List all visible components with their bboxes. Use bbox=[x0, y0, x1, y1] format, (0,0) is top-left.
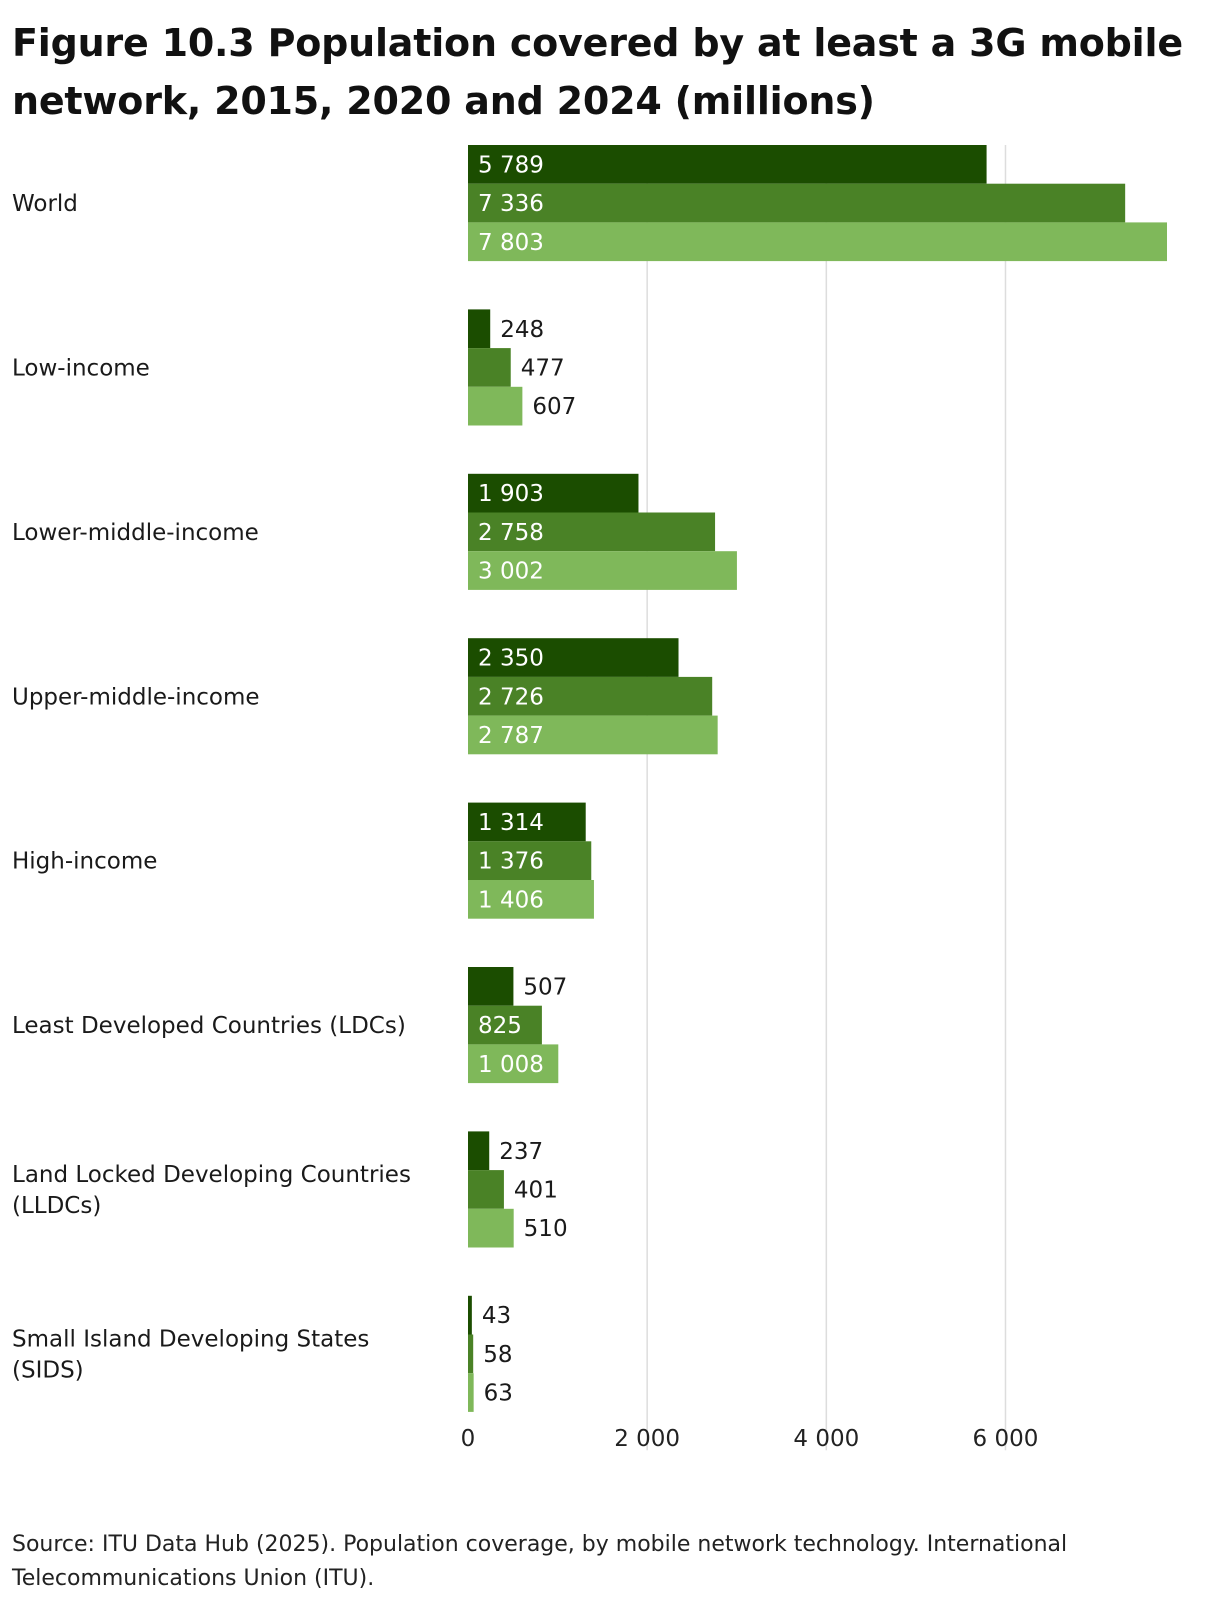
data-label: 248 bbox=[500, 317, 544, 343]
category-label: Land Locked Developing Countries (LLDCs) bbox=[12, 1162, 411, 1219]
bar bbox=[468, 386, 523, 426]
data-label: 1 376 bbox=[478, 849, 544, 875]
data-label: 237 bbox=[499, 1139, 543, 1165]
grid-lines bbox=[646, 145, 1007, 1451]
data-label: 7 803 bbox=[478, 230, 544, 256]
data-label: 7 336 bbox=[478, 191, 544, 217]
bar bbox=[468, 222, 1167, 262]
category-label: High-income bbox=[12, 849, 157, 875]
bar bbox=[468, 183, 1126, 223]
category-label: Small Island Developing States (SIDS) bbox=[12, 1326, 369, 1383]
data-label: 2 787 bbox=[478, 723, 544, 749]
bar bbox=[468, 473, 639, 513]
bar bbox=[468, 1208, 514, 1248]
category-label: World bbox=[12, 191, 78, 217]
category-label: Upper-middle-income bbox=[12, 684, 260, 710]
bar bbox=[468, 512, 716, 552]
data-label: 43 bbox=[482, 1303, 511, 1329]
bar bbox=[468, 145, 987, 184]
bar bbox=[468, 802, 586, 842]
data-label: 5 789 bbox=[478, 152, 544, 178]
data-label: 477 bbox=[521, 355, 565, 381]
bar bbox=[468, 967, 514, 1006]
bar bbox=[468, 880, 594, 919]
bar-group bbox=[468, 145, 1167, 1412]
value-labels: 5 789 7 336 7 803 248 477 607 1 903 2 758 3 002 2… bbox=[478, 152, 576, 1406]
bar bbox=[468, 715, 718, 755]
category-label: Low-income bbox=[12, 355, 150, 381]
bar bbox=[468, 1170, 504, 1209]
data-label: 401 bbox=[514, 1177, 558, 1203]
data-label: 1 314 bbox=[478, 810, 544, 836]
data-label: 3 002 bbox=[478, 559, 544, 585]
x-tick-label: 6 000 bbox=[973, 1426, 1039, 1452]
x-tick-label: 4 000 bbox=[793, 1426, 859, 1452]
data-label: 607 bbox=[532, 394, 576, 420]
bar bbox=[468, 676, 713, 716]
data-label: 58 bbox=[483, 1342, 512, 1368]
x-axis-ticks: 0 2 000 4 000 6 000 bbox=[461, 1426, 1039, 1452]
data-label: 2 758 bbox=[478, 520, 544, 546]
category-label: Least Developed Countries (LDCs) bbox=[12, 1013, 406, 1039]
data-label: 1 406 bbox=[478, 887, 544, 913]
x-tick-label: 2 000 bbox=[614, 1426, 680, 1452]
bar bbox=[468, 1295, 472, 1335]
bar-chart: 5 789 7 336 7 803 248 477 607 1 903 2 758 3 002 2… bbox=[12, 145, 1167, 1452]
bar bbox=[468, 638, 679, 677]
category-label: Lower-middle-income bbox=[12, 520, 259, 546]
data-label: 63 bbox=[484, 1381, 513, 1407]
bar bbox=[468, 1373, 474, 1412]
source-note: Source: ITU Data Hub (2025). Population … bbox=[12, 1532, 1068, 1591]
bar bbox=[468, 348, 511, 387]
chart-title: Figure 10.3 Population covered by at lea… bbox=[12, 21, 1183, 123]
bar bbox=[468, 841, 592, 880]
bar bbox=[468, 1131, 490, 1171]
data-label: 507 bbox=[523, 974, 567, 1000]
bar bbox=[468, 1334, 474, 1374]
bar bbox=[468, 309, 491, 349]
x-tick-label: 0 bbox=[461, 1426, 476, 1452]
data-label: 2 726 bbox=[478, 684, 544, 710]
data-label: 2 350 bbox=[478, 646, 544, 672]
bar bbox=[468, 1005, 542, 1045]
data-label: 1 008 bbox=[478, 1052, 544, 1078]
data-label: 1 903 bbox=[478, 481, 544, 507]
category-labels: World Low-income Lower-middle-income Upper-… bbox=[12, 191, 411, 1383]
bar bbox=[468, 1044, 559, 1084]
data-label: 510 bbox=[524, 1216, 568, 1242]
bar bbox=[468, 551, 737, 590]
data-label: 825 bbox=[478, 1013, 522, 1039]
